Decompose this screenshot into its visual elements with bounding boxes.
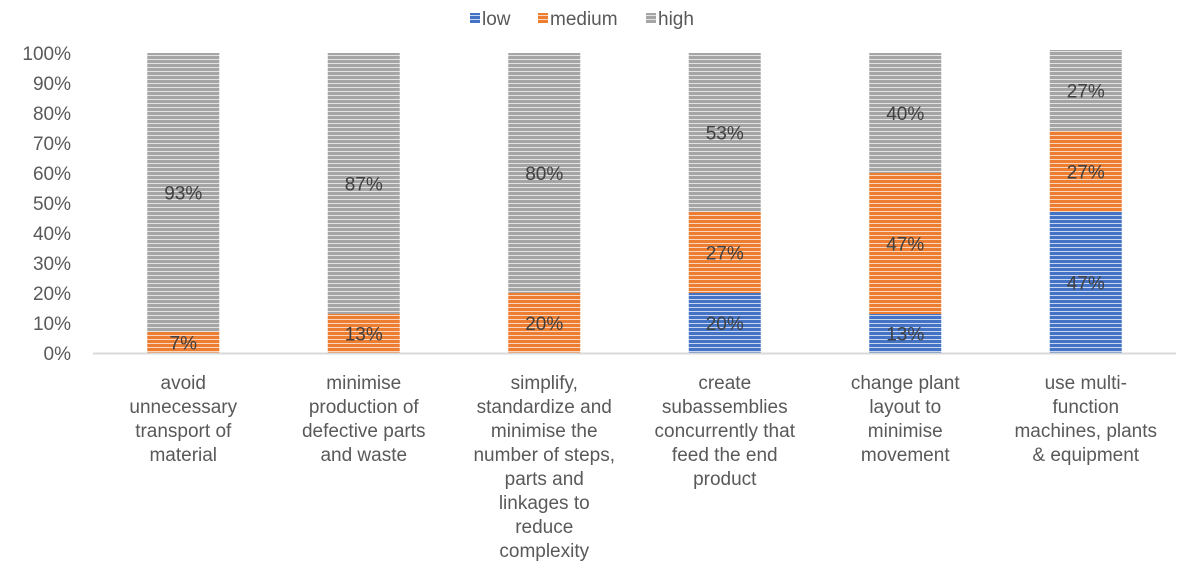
x-category-label-line: use multi- [1045,373,1127,394]
x-category-label-line: subassemblies [662,397,788,418]
bar-medium-3 [508,293,581,353]
bar-low-4 [688,293,761,353]
x-category-label-line: concurrently that [655,421,796,442]
data-label-high-5: 40% [886,104,924,125]
x-category-label: create subassemblies concurrently that feed… [655,373,796,490]
y-tick-label: 20% [33,284,71,305]
x-category-label: simplify, standardize and minimise the numb… [473,373,615,562]
y-axis: 0% 10% 20% 30% 40% 50% 60% 70% 80% 90% 100% [22,44,71,365]
legend: low medium high [470,9,694,30]
data-label-high-1: 93% [164,184,202,205]
bar-medium-6 [1049,131,1122,212]
legend-swatch-medium [538,13,548,23]
bar-low-5 [869,314,942,353]
y-tick-label: 70% [33,134,71,155]
data-label-high-2: 87% [345,175,383,196]
y-tick-label: 40% [33,224,71,245]
x-category-label-line: feed the end [672,445,778,466]
bar-high-6 [1049,50,1122,131]
bar-high-3 [508,53,581,293]
x-category-label: minimise production of defective parts and … [302,373,426,466]
data-labels: 7% 93% 13% 87% 20% 80% 20% 27% 53% 13% 47% 40% 47% 27… [164,82,1105,355]
x-category-label-line: number of steps, [473,445,615,466]
data-label-low-6: 47% [1067,274,1105,295]
x-category-label-line: parts and [505,469,584,490]
bar-high-1 [147,53,220,332]
legend-label-high: high [658,9,694,30]
data-label-low-5: 13% [886,325,924,346]
x-category-label-line: change plant [851,373,961,394]
y-tick-label: 30% [33,254,71,275]
data-label-high-6: 27% [1067,82,1105,103]
y-tick-label: 60% [33,164,71,185]
legend-label-medium: medium [550,9,618,30]
x-category-label-line: minimise [868,421,943,442]
x-category-label-line: movement [861,445,950,466]
x-category-label-line: & equipment [1032,445,1139,466]
x-category-label-line: minimise [326,373,401,394]
x-category-label-line: standardize and [477,397,612,418]
x-category-label-line: product [693,469,757,490]
x-category-label-line: and waste [320,445,407,466]
x-category-label-line: defective parts [302,421,426,442]
bar-high-4 [688,53,761,212]
y-tick-label: 90% [33,74,71,95]
x-category-label-line: avoid [161,373,206,394]
x-category-label-line: machines, plants [1014,421,1157,442]
x-category-label-line: create [698,373,751,394]
bar-high-5 [869,53,942,173]
data-label-low-4: 20% [706,314,744,335]
x-category-label-line: simplify, [511,373,578,394]
bars [147,50,1122,353]
bar-low-6 [1049,212,1122,353]
bar-medium-1 [147,332,220,353]
bar-medium-5 [869,173,942,314]
x-category-label-line: minimise the [491,421,598,442]
data-label-medium-5: 47% [886,235,924,256]
x-category-label-line: complexity [499,541,589,562]
x-category-label-line: linkages to [499,493,590,514]
x-category-label-line: reduce [515,517,573,538]
data-label-high-4: 53% [706,124,744,145]
legend-swatch-low [470,13,480,23]
data-label-medium-2: 13% [345,325,383,346]
x-category-label-line: layout to [869,397,941,418]
bar-medium-4 [688,212,761,293]
y-tick-label: 50% [33,194,71,215]
bar-medium-2 [327,314,400,353]
x-category-label: avoid unnecessary transport of material [129,373,237,466]
y-tick-label: 80% [33,104,71,125]
data-label-medium-3: 20% [525,314,563,335]
x-category-label: change plant layout to minimise movement [851,373,961,466]
legend-label-low: low [482,9,511,30]
legend-swatch-high [646,13,656,23]
y-tick-label: 10% [33,314,71,335]
y-tick-label: 0% [44,344,72,365]
x-category-label: use multi-function machines, plants & equi… [1014,373,1157,466]
y-tick-label: 100% [22,44,71,65]
data-label-medium-1: 7% [170,334,198,355]
x-category-label-line: transport of [135,421,232,442]
x-category-label-line: material [149,445,217,466]
x-category-label-line: function [1052,397,1119,418]
data-label-high-3: 80% [525,164,563,185]
x-axis: avoid unnecessary transport of material mini… [129,373,1157,562]
x-category-label-line: unnecessary [129,397,237,418]
data-label-medium-4: 27% [706,244,744,265]
x-category-label-line: production of [309,397,420,418]
data-label-medium-6: 27% [1067,163,1105,184]
bar-high-2 [327,53,400,314]
